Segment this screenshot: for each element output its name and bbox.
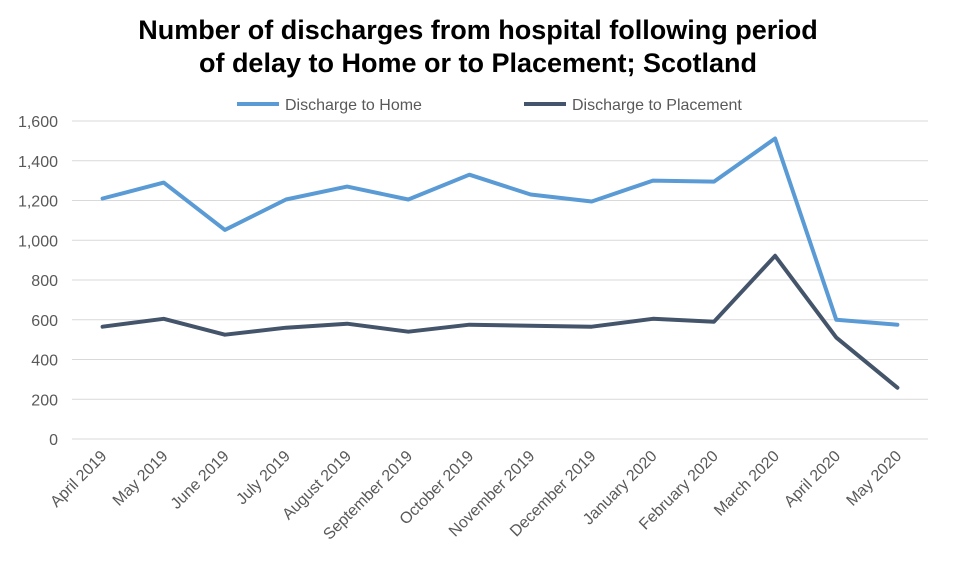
y-tick-label: 800	[31, 273, 58, 290]
series-line-discharge-to-home	[100, 136, 900, 327]
x-tick-label: May 2019	[110, 448, 172, 510]
series-line-discharge-to-placement	[100, 253, 900, 390]
gridlines	[72, 120, 928, 440]
y-tick-label: 1,400	[18, 154, 58, 171]
y-tick-label: 600	[31, 313, 58, 330]
chart-title-line-1: Number of discharges from hospital follo…	[138, 15, 818, 45]
chart-title-line-2: of delay to Home or to Placement; Scotla…	[198, 48, 758, 78]
y-tick-label: 1,000	[18, 233, 58, 250]
x-tick-label: March 2020	[711, 448, 783, 520]
legend-label-discharge-to-home: Discharge to Home	[285, 97, 422, 114]
y-tick-label: 200	[31, 392, 58, 409]
x-tick-label: June 2019	[168, 448, 233, 513]
y-tick-label: 400	[31, 353, 58, 370]
x-tick-label: May 2020	[844, 448, 906, 510]
y-tick-label: 1,200	[18, 194, 58, 211]
y-axis-tick-labels: 0 200 400 600 800 1,000 1,200 1,400 1,600	[18, 114, 58, 449]
x-tick-label: April 2019	[47, 448, 110, 511]
legend: Discharge to Home Discharge to Placement	[237, 97, 742, 114]
legend-label-discharge-to-placement: Discharge to Placement	[572, 97, 742, 114]
y-tick-label: 1,600	[18, 114, 58, 131]
series-lines	[100, 136, 900, 390]
y-tick-label: 0	[49, 432, 58, 449]
chart-title: Number of discharges from hospital follo…	[0, 14, 956, 80]
x-tick-label: April 2020	[781, 448, 844, 511]
x-tick-label: July 2019	[233, 448, 294, 509]
